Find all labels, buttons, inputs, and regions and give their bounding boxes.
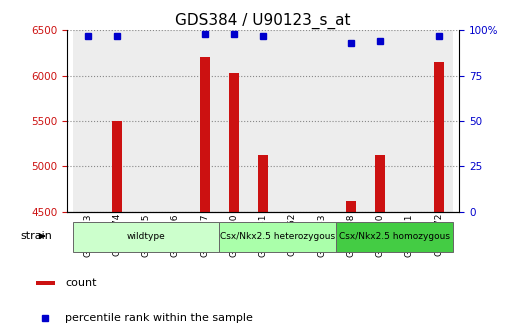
Bar	[111, 121, 122, 212]
Bar	[307, 30, 336, 212]
Bar	[424, 30, 454, 212]
Bar	[229, 73, 239, 212]
Text: wildtype: wildtype	[127, 232, 166, 241]
Bar	[73, 30, 102, 212]
Bar	[433, 62, 444, 212]
Text: Csx/Nkx2.5 heterozygous: Csx/Nkx2.5 heterozygous	[220, 232, 335, 241]
Bar	[278, 30, 307, 212]
Bar	[336, 30, 366, 212]
Bar	[346, 201, 356, 212]
Bar	[190, 30, 219, 212]
Bar	[366, 30, 395, 212]
Bar	[219, 30, 249, 212]
Bar	[375, 155, 385, 212]
Bar	[258, 155, 268, 212]
Bar	[200, 57, 209, 212]
FancyBboxPatch shape	[336, 222, 454, 252]
FancyBboxPatch shape	[73, 222, 219, 252]
Text: percentile rank within the sample: percentile rank within the sample	[65, 312, 253, 323]
Bar	[249, 30, 278, 212]
Bar	[132, 30, 160, 212]
Bar	[102, 30, 132, 212]
Title: GDS384 / U90123_s_at: GDS384 / U90123_s_at	[175, 13, 351, 29]
Text: Csx/Nkx2.5 homozygous: Csx/Nkx2.5 homozygous	[340, 232, 450, 241]
Bar	[160, 30, 190, 212]
Text: strain: strain	[20, 231, 52, 241]
Text: count: count	[65, 278, 96, 288]
Bar	[36, 281, 55, 285]
Bar	[395, 30, 424, 212]
FancyBboxPatch shape	[219, 222, 336, 252]
